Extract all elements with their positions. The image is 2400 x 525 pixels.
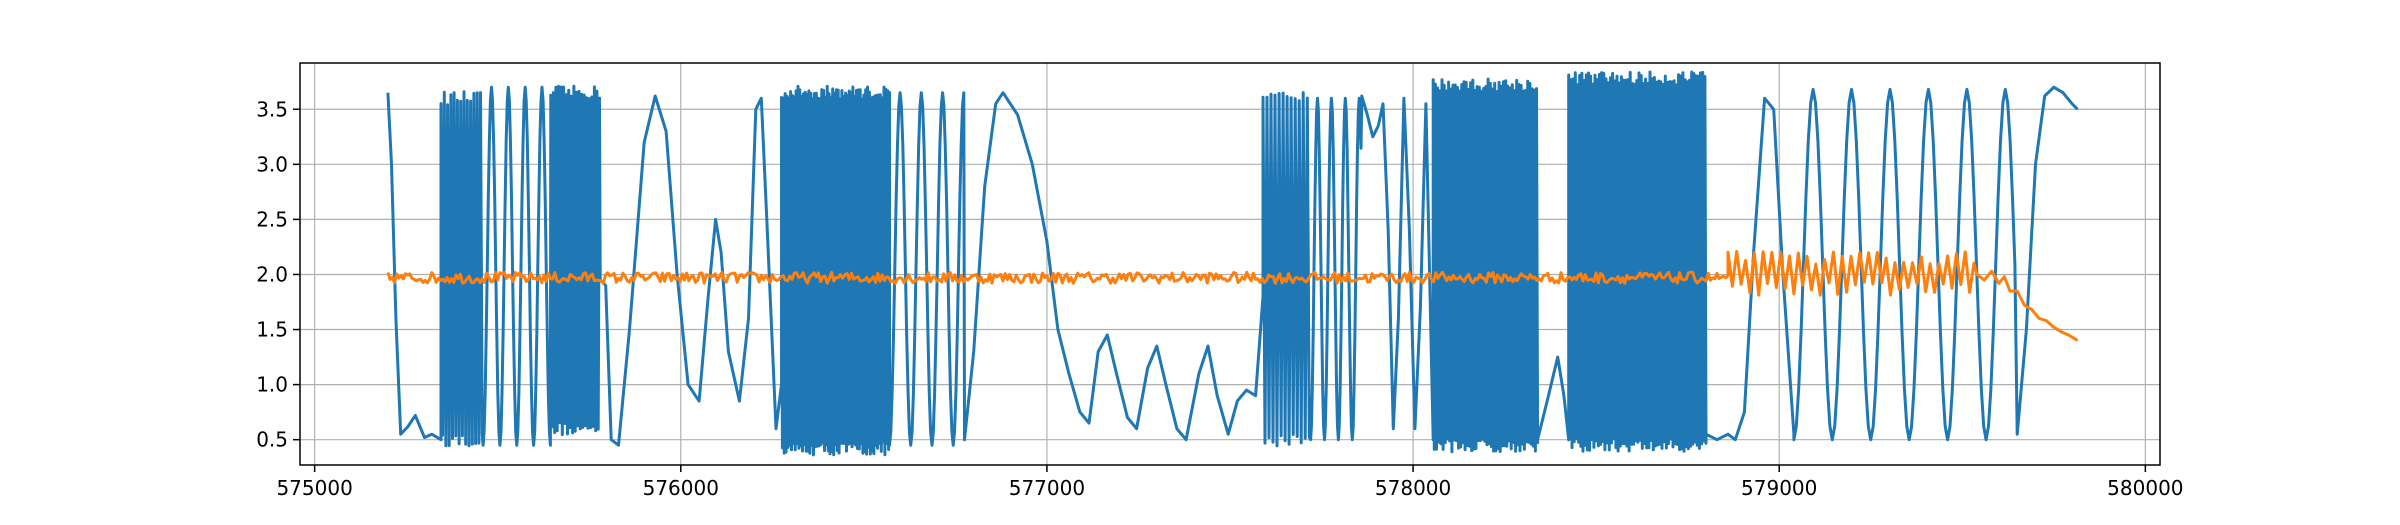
y-tick-label: 1.5 bbox=[256, 318, 288, 342]
x-tick-label: 580000 bbox=[2107, 476, 2183, 500]
axis-ticks: 575000 576000 577000 578000 579000 580000 0.5 1… bbox=[256, 97, 2183, 500]
x-tick-label: 579000 bbox=[1741, 476, 1817, 500]
x-tick-label: 577000 bbox=[1009, 476, 1085, 500]
y-tick-label: 1.0 bbox=[256, 373, 288, 397]
x-tick-label: 575000 bbox=[276, 476, 352, 500]
series-line-2 bbox=[386, 250, 2079, 342]
y-tick-label: 0.5 bbox=[256, 428, 288, 452]
plot-area-frame bbox=[299, 62, 2161, 466]
x-tick-label: 576000 bbox=[643, 476, 719, 500]
series-line-1 bbox=[386, 70, 2079, 457]
y-tick-label: 2.5 bbox=[256, 207, 288, 231]
y-tick-label: 3.5 bbox=[256, 97, 288, 121]
y-tick-label: 2.0 bbox=[256, 262, 288, 286]
series-layer bbox=[386, 70, 2079, 457]
y-tick-label: 3.0 bbox=[256, 152, 288, 176]
x-tick-label: 578000 bbox=[1375, 476, 1451, 500]
